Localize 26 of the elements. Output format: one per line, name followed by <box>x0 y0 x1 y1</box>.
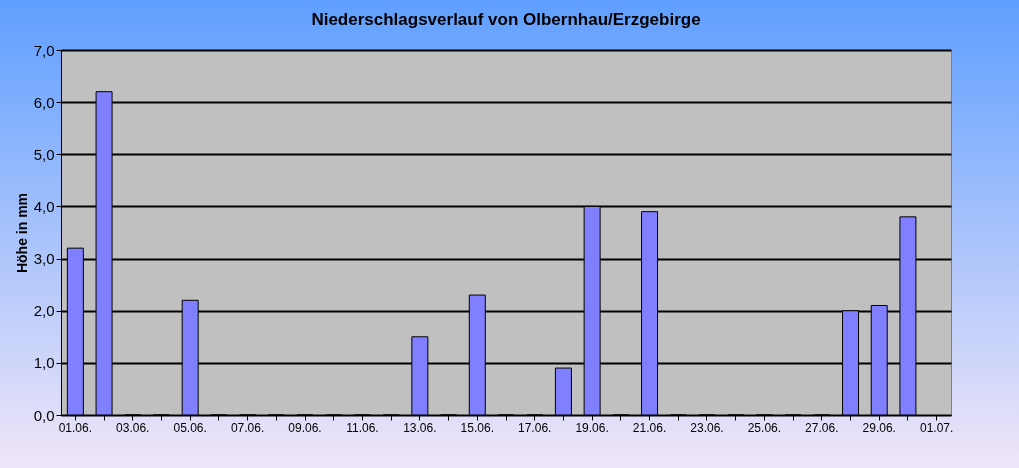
x-tick-label: 09.06. <box>288 420 322 435</box>
x-tick-label: 15.06. <box>460 420 494 435</box>
y-tick-label: 0,0 <box>33 406 55 424</box>
y-tick-label: 4,0 <box>33 197 55 215</box>
y-tick-label: 5,0 <box>33 145 55 163</box>
x-tick-label: 03.06. <box>116 420 150 435</box>
x-tick-label: 21.06. <box>632 420 667 435</box>
x-tick-label: 23.06. <box>690 420 724 435</box>
x-tick-label: 11.06. <box>346 420 379 435</box>
x-tick-label: 01.07. <box>919 420 954 435</box>
x-tick-label: 25.06. <box>747 420 782 435</box>
y-tick-label: 3,0 <box>33 250 55 268</box>
chart-title: Niederschlagsverlauf von Olbernhau/Erzgebirge <box>311 10 701 29</box>
x-tick-label: 05.06. <box>173 420 207 435</box>
x-tick-label: 17.06. <box>518 420 552 435</box>
y-tick-label: 6,0 <box>33 93 55 111</box>
y-tick-label: 1,0 <box>33 354 55 372</box>
x-tick-label: 29.06. <box>862 420 896 435</box>
y-tick-label: 2,0 <box>33 302 55 320</box>
x-tick-label: 19.06. <box>575 420 609 435</box>
x-tick-label: 27.06. <box>805 420 839 435</box>
y-tick-label: 7,0 <box>33 41 55 59</box>
x-tick-label: 01.06. <box>58 420 93 435</box>
x-tick-label: 13.06. <box>403 420 437 435</box>
x-tick-label: 07.06. <box>230 420 265 435</box>
y-axis-title: Höhe in mm <box>13 192 30 274</box>
